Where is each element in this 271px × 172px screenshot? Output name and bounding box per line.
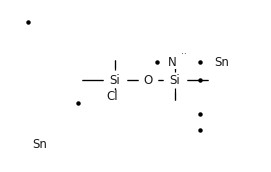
Text: Cl: Cl: [106, 90, 118, 104]
Text: ··: ··: [181, 51, 187, 60]
Text: Si: Si: [110, 73, 120, 87]
Text: Sn: Sn: [215, 56, 230, 68]
Text: Si: Si: [170, 73, 180, 87]
Text: O: O: [143, 73, 153, 87]
Text: Sn: Sn: [33, 138, 47, 152]
Text: N: N: [168, 56, 176, 68]
